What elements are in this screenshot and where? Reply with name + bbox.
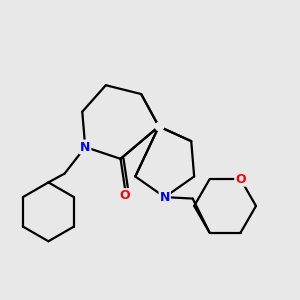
Text: O: O <box>120 189 130 202</box>
Text: N: N <box>80 141 90 154</box>
Text: O: O <box>235 173 246 186</box>
Text: N: N <box>160 190 170 204</box>
